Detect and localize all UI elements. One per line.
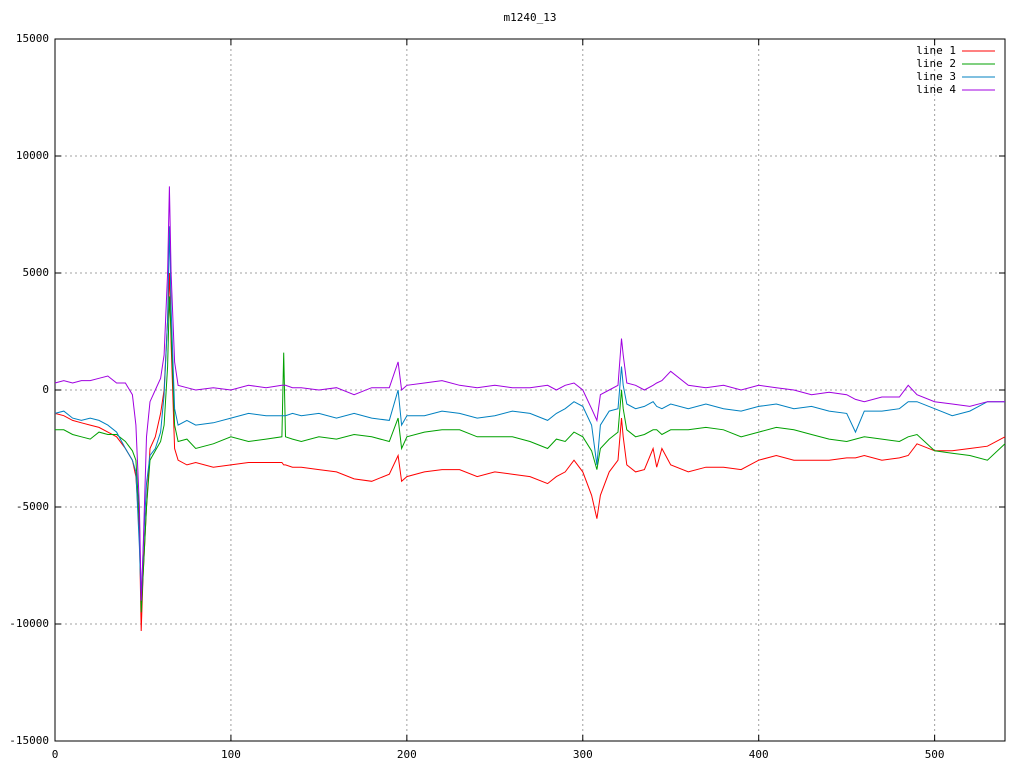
data-line [55, 296, 1006, 613]
data-line [54, 272, 1006, 632]
legend-label: line 3 [916, 70, 956, 83]
plot-frame [54, 38, 1006, 742]
legend-label: line 1 [916, 44, 956, 57]
y-tick-label: 0 [42, 383, 49, 396]
data-line [54, 186, 1005, 601]
y-tick-label: 10000 [16, 149, 49, 162]
legend-label: line 2 [916, 57, 956, 70]
y-tick-label: 5000 [23, 266, 50, 279]
data-line [54, 226, 1005, 601]
y-tick-label: 15000 [16, 32, 49, 45]
y-tick-label: -15000 [9, 734, 49, 747]
x-tick-label: 100 [221, 748, 241, 761]
legend-label: line 4 [916, 83, 956, 96]
chart-title: m1240_13 [504, 11, 557, 24]
y-tick-label: -10000 [9, 617, 49, 630]
x-tick-label: 0 [52, 748, 59, 761]
x-tick-label: 400 [749, 748, 769, 761]
x-tick-label: 300 [573, 748, 593, 761]
y-tick-label: -5000 [16, 500, 49, 513]
x-tick-label: 500 [925, 748, 945, 761]
x-tick-label: 200 [397, 748, 417, 761]
